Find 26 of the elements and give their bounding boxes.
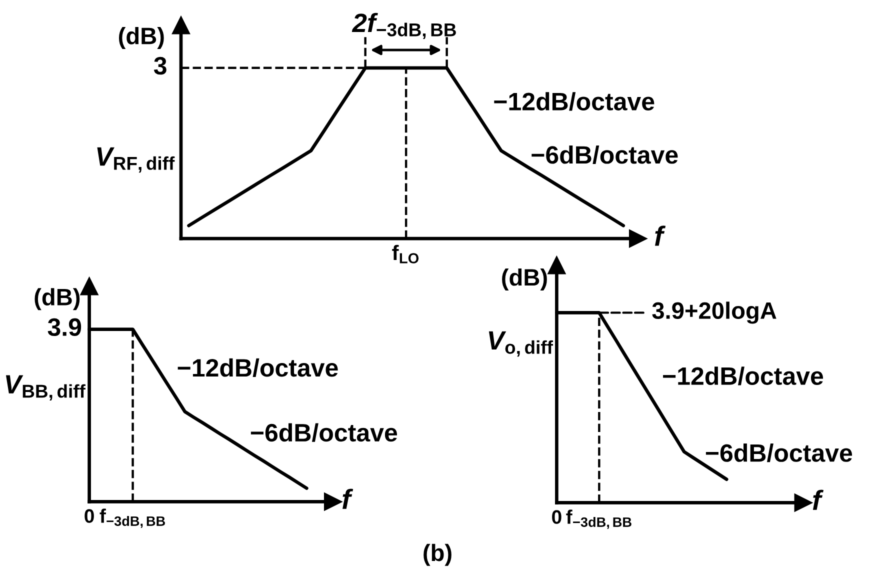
text: 2f$_{−3dB,BB}$	[352, 12, 456, 40]
text: (b)	[424, 544, 452, 566]
annotation: −6dB/octave	[706, 444, 852, 462]
annotation: −12dB/octave	[494, 92, 654, 111]
text: LO	[400, 253, 419, 264]
series-label: V$_{RF,diff}$	[97, 147, 175, 173]
annotation: 3.9+20logA	[652, 302, 776, 324]
x-tick-label: 0	[84, 509, 94, 523]
y-axis-title: (dB)	[502, 268, 547, 290]
series-label: V$_{o,diff}$	[488, 331, 554, 357]
y-axis-title: (dB)	[118, 27, 164, 50]
x-tick-label: f$_{−3dB,BB}$	[566, 510, 632, 529]
text: f	[812, 490, 824, 510]
text: 3	[154, 56, 166, 75]
x-axis-title: f	[392, 244, 399, 260]
y-axis-title: (dB)	[34, 288, 80, 310]
annotation: −12dB/octave	[178, 358, 338, 377]
x-tick-label: f$_{−3dB,BB}$	[100, 508, 165, 528]
text: 3.9	[48, 318, 82, 336]
annotation: −6dB/octave	[532, 145, 678, 164]
x-axis-title: f	[342, 488, 354, 509]
annotation: −6dB/octave	[250, 423, 398, 442]
x-axis-title: f	[655, 226, 666, 246]
x-tick-label: 0	[552, 510, 562, 524]
annotation: −12dB/octave	[663, 366, 824, 386]
series-label: V$_{BB,diff}$	[6, 375, 86, 400]
